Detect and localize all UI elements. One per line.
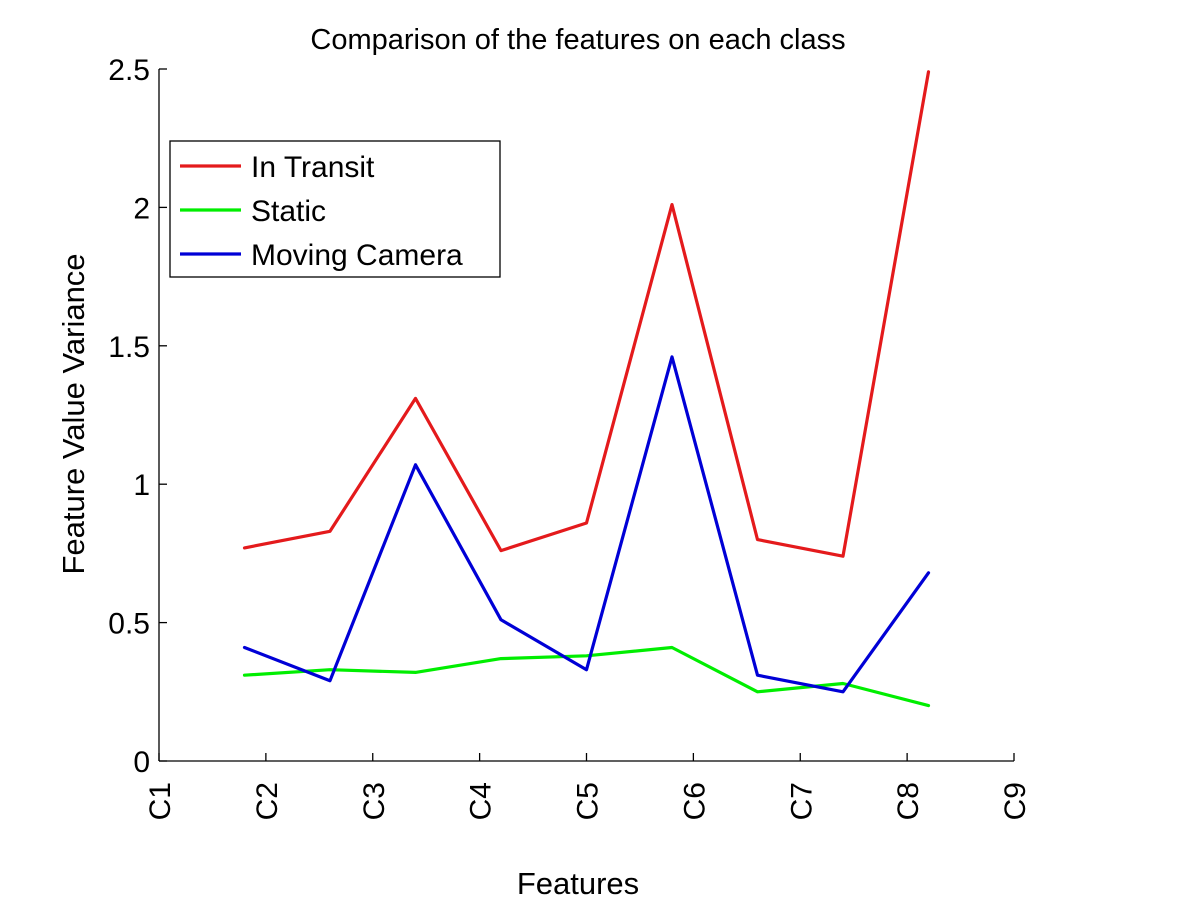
- x-tick-label: C3: [358, 782, 391, 820]
- legend-label: Moving Camera: [251, 239, 463, 272]
- chart-title: Comparison of the features on each class: [310, 24, 845, 56]
- y-tick-label: 1.5: [108, 331, 150, 364]
- x-tick-label: C9: [999, 782, 1032, 820]
- x-tick-label: C7: [785, 782, 818, 820]
- y-tick-label: 1: [133, 469, 150, 502]
- series-line-moving-camera: [242, 355, 931, 694]
- x-tick-label: C2: [251, 782, 284, 820]
- y-tick-label: 0: [133, 746, 150, 779]
- x-tick-label: C5: [572, 782, 605, 820]
- legend-entries: In Transit Static Moving Camera: [180, 151, 463, 272]
- x-tick-label: C6: [678, 782, 711, 820]
- legend-label: In Transit: [251, 151, 375, 184]
- x-axis-label: Features: [517, 866, 639, 901]
- x-tick-label: C8: [892, 782, 925, 820]
- y-tick-label: 2: [133, 192, 150, 225]
- series-lines: [242, 70, 931, 708]
- legend: In Transit Static Moving Camera: [169, 140, 501, 278]
- y-ticks: 0 0.5 1 1.5 2 2.5: [108, 54, 167, 779]
- x-tick-label: C1: [144, 782, 177, 820]
- x-ticks: C1 C2 C3 C4 C5 C6 C7 C8 C9: [144, 753, 1032, 820]
- y-axis-label: Feature Value Variance: [56, 253, 91, 574]
- plot-area: 0 0.5 1 1.5 2 2.5 C1 C2 C3 C4 C5 C6 C7 C8 C9: [108, 54, 1032, 820]
- legend-label: Static: [251, 195, 326, 228]
- series-line-in-transit: [242, 70, 931, 558]
- y-tick-label: 2.5: [108, 54, 150, 87]
- y-tick-label: 0.5: [108, 608, 150, 641]
- x-tick-label: C4: [465, 782, 498, 820]
